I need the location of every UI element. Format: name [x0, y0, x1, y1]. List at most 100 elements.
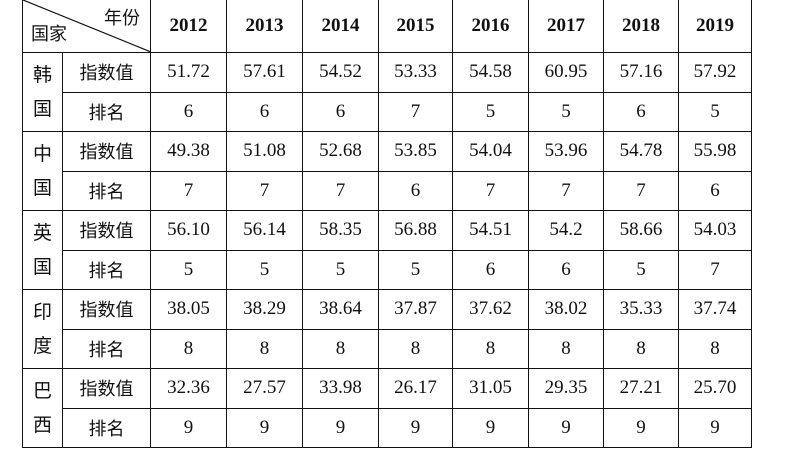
value-cell: 5 [378, 249, 453, 290]
value-cell: 7 [678, 249, 752, 290]
value-cell: 8 [678, 328, 752, 369]
value-cell: 38.02 [528, 289, 604, 330]
value-cell: 55.98 [678, 131, 752, 172]
value-cell: 51.72 [150, 52, 227, 93]
value-cell: 49.38 [150, 131, 227, 172]
value-cell: 26.17 [378, 368, 453, 409]
table-row: 排名 5 5 5 5 6 6 5 7 [23, 249, 752, 290]
metric-label: 排名 [62, 91, 151, 132]
table-row: 排名 6 6 6 7 5 5 6 5 [23, 91, 752, 132]
table-row: 印度指数值 38.05 38.29 38.64 37.87 37.62 38.02 35.33… [22, 289, 752, 369]
country-name: 韩国 [32, 64, 52, 120]
value-cell: 6 [528, 249, 604, 290]
value-cell: 7 [302, 170, 379, 211]
value-cell: 33.98 [302, 368, 379, 409]
value-cell: 5 [150, 249, 227, 290]
year-header: 2019 [678, 0, 752, 53]
metric-label: 排名 [62, 328, 151, 369]
year-header: 2014 [302, 0, 379, 53]
value-cell: 27.21 [603, 368, 679, 409]
country-cell: 英国 [22, 210, 63, 290]
value-cell: 6 [378, 170, 453, 211]
value-cell: 57.61 [226, 52, 303, 93]
value-cell: 31.05 [452, 368, 529, 409]
table-row: 巴西指数值 32.36 27.57 33.98 26.17 31.05 29.35 27.21… [22, 368, 752, 448]
value-cell: 5 [603, 249, 679, 290]
value-cell: 54.04 [452, 131, 529, 172]
value-cell: 9 [603, 407, 679, 448]
value-cell: 38.64 [302, 289, 379, 330]
row-label: 国家 [31, 24, 67, 45]
value-cell: 53.85 [378, 131, 453, 172]
metric-label: 排名 [62, 170, 151, 211]
metric-label: 指数值 [62, 368, 151, 409]
value-cell: 6 [150, 91, 227, 132]
value-cell: 54.78 [603, 131, 679, 172]
metric-label: 指数值 [62, 52, 151, 93]
corner-cell: 年份 国家 [22, 0, 151, 53]
value-cell: 53.96 [528, 131, 604, 172]
value-cell: 6 [452, 249, 529, 290]
value-cell: 35.33 [603, 289, 679, 330]
value-cell: 60.95 [528, 52, 604, 93]
value-cell: 37.87 [378, 289, 453, 330]
country-cell: 印度 [22, 289, 63, 369]
col-label: 年份 [104, 8, 140, 29]
value-cell: 5 [678, 91, 752, 132]
country-cell: 韩国 [22, 52, 63, 132]
year-header: 2018 [603, 0, 679, 53]
value-cell: 6 [678, 170, 752, 211]
value-cell: 8 [302, 328, 379, 369]
metric-label: 指数值 [62, 210, 151, 251]
value-cell: 8 [528, 328, 604, 369]
value-cell: 5 [226, 249, 303, 290]
value-cell: 6 [603, 91, 679, 132]
value-cell: 32.36 [150, 368, 227, 409]
value-cell: 7 [452, 170, 529, 211]
value-cell: 7 [226, 170, 303, 211]
value-cell: 7 [150, 170, 227, 211]
year-header: 2015 [378, 0, 453, 53]
value-cell: 37.74 [678, 289, 752, 330]
country-name: 中国 [32, 143, 52, 199]
value-cell: 27.57 [226, 368, 303, 409]
value-cell: 54.58 [452, 52, 529, 93]
country-cell: 巴西 [22, 368, 63, 448]
value-cell: 9 [302, 407, 379, 448]
value-cell: 9 [678, 407, 752, 448]
country-name: 巴西 [32, 380, 52, 436]
value-cell: 56.88 [378, 210, 453, 251]
table-row: 英国指数值 56.10 56.14 58.35 56.88 54.51 54.2 58.66 5… [22, 210, 752, 290]
metric-label: 排名 [62, 249, 151, 290]
value-cell: 9 [378, 407, 453, 448]
value-cell: 58.35 [302, 210, 379, 251]
value-cell: 58.66 [603, 210, 679, 251]
value-cell: 9 [452, 407, 529, 448]
value-cell: 38.29 [226, 289, 303, 330]
value-cell: 7 [378, 91, 453, 132]
value-cell: 54.51 [452, 210, 529, 251]
value-cell: 5 [302, 249, 379, 290]
data-table: 年份 国家 2012 2013 2014 2015 2016 2017 2018 2019 韩… [22, 0, 752, 448]
value-cell: 29.35 [528, 368, 604, 409]
country-cell: 中国 [22, 131, 63, 211]
value-cell: 7 [528, 170, 604, 211]
value-cell: 7 [603, 170, 679, 211]
diagonal [23, 0, 151, 52]
value-cell: 8 [226, 328, 303, 369]
value-cell: 9 [528, 407, 604, 448]
table-row: 中国指数值 49.38 51.08 52.68 53.85 54.04 53.96 54.78… [22, 131, 752, 211]
value-cell: 56.10 [150, 210, 227, 251]
value-cell: 6 [226, 91, 303, 132]
value-cell: 57.16 [603, 52, 679, 93]
table-row: 排名 9 9 9 9 9 9 9 9 [23, 407, 752, 448]
value-cell: 57.92 [678, 52, 752, 93]
value-cell: 37.62 [452, 289, 529, 330]
year-header: 2012 [150, 0, 227, 53]
value-cell: 56.14 [226, 210, 303, 251]
year-header: 2017 [528, 0, 604, 53]
header-row: 年份 国家 2012 2013 2014 2015 2016 2017 2018 2019 [22, 0, 752, 53]
value-cell: 54.52 [302, 52, 379, 93]
country-name: 印度 [32, 301, 52, 357]
metric-label: 指数值 [62, 289, 151, 330]
